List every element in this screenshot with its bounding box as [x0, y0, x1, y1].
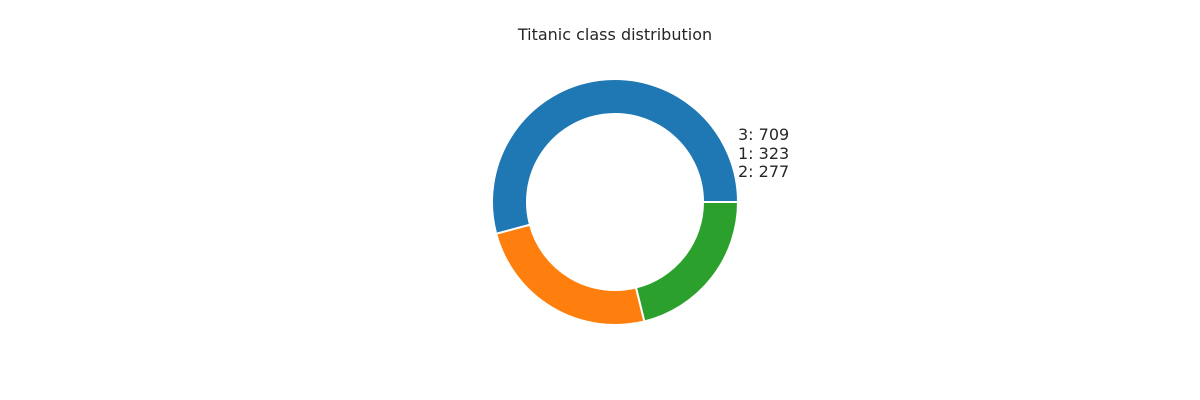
donut-slices	[491, 78, 740, 326]
donut-slice-3	[491, 78, 740, 236]
donut-slice-1	[494, 223, 646, 326]
chart-title: Titanic class distribution	[517, 25, 712, 44]
legend-entry-2: 2: 277	[738, 162, 789, 181]
donut-slice-2	[634, 201, 740, 323]
legend: 3: 709 1: 323 2: 277	[738, 125, 789, 181]
legend-entry-3: 3: 709	[738, 125, 789, 144]
legend-entry-1: 1: 323	[738, 144, 789, 163]
